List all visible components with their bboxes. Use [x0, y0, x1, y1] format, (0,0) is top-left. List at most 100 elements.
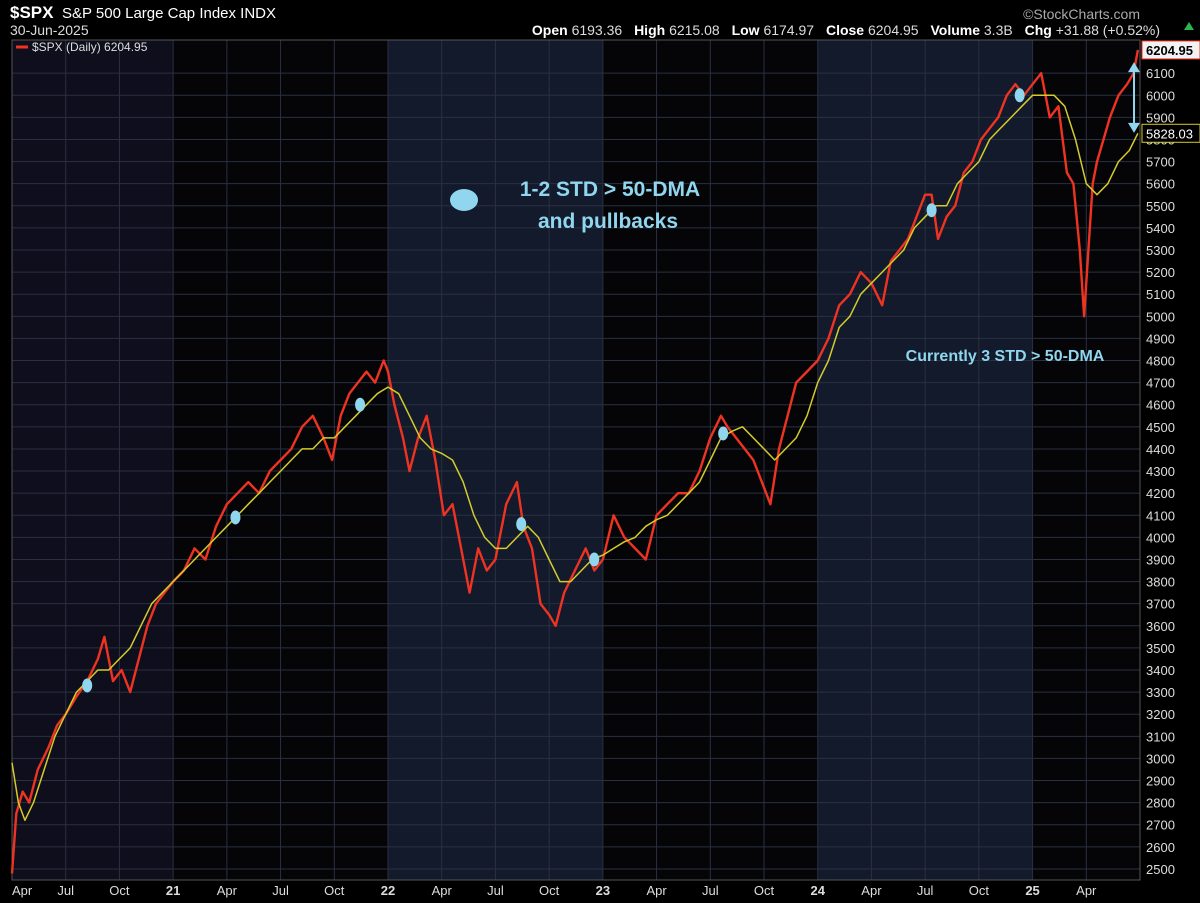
y-tick-label: 2500 [1146, 862, 1175, 877]
x-tick-label: Oct [324, 883, 345, 898]
y-tick-label: 3100 [1146, 729, 1175, 744]
std-marker [926, 203, 937, 218]
x-tick-label: 24 [810, 883, 825, 898]
x-tick-label: Jul [917, 883, 934, 898]
x-tick-label: Oct [754, 883, 775, 898]
annotation-legend-dot [450, 189, 478, 211]
std-marker [230, 510, 241, 525]
volume-label: Volume [930, 22, 980, 38]
close-value: 6204.95 [867, 22, 919, 38]
x-tick-label: Apr [12, 883, 33, 898]
y-tick-label: 3400 [1146, 663, 1175, 678]
open-value: 6193.36 [571, 22, 623, 38]
y-tick-label: 3500 [1146, 641, 1175, 656]
high-label: High [634, 22, 666, 38]
y-tick-label: 3200 [1146, 707, 1175, 722]
price-line [10, 49, 1140, 874]
annotation-title-line2: and pullbacks [538, 210, 678, 233]
chg-label: Chg [1024, 22, 1052, 38]
y-tick-label: 2800 [1146, 796, 1175, 811]
x-tick-label: 23 [596, 883, 610, 898]
x-tick-label: Jul [487, 883, 504, 898]
y-tick-label: 2900 [1146, 774, 1175, 789]
y-tick-label: 6100 [1146, 66, 1175, 81]
y-tick-label: 5700 [1146, 155, 1175, 170]
std-marker [1014, 88, 1025, 103]
std-arrow-head-up [1128, 62, 1140, 73]
x-tick-label: Oct [969, 883, 990, 898]
volume-value: 3.3B [983, 22, 1013, 38]
x-tick-label: 25 [1025, 883, 1039, 898]
symbol: $SPX [10, 3, 54, 22]
x-tick-label: Oct [539, 883, 560, 898]
y-tick-label: 5400 [1146, 221, 1175, 236]
low-label: Low [731, 22, 760, 38]
y-tick-label: 4800 [1146, 354, 1175, 369]
ma-label-box [1141, 123, 1200, 143]
y-tick-label: 4500 [1146, 420, 1175, 435]
y-tick-label: 3000 [1146, 751, 1175, 766]
chart-date: 30-Jun-2025 [10, 22, 89, 38]
annotation-title-line1: 1-2 STD > 50-DMA [520, 178, 700, 201]
x-tick-label: Jul [272, 883, 289, 898]
ma-50-line [11, 94, 1139, 822]
x-tick-label: Apr [861, 883, 882, 898]
std-marker [589, 552, 600, 567]
low-value: 6174.97 [763, 22, 815, 38]
open-label: Open [531, 22, 568, 38]
y-tick-label: 5200 [1146, 265, 1175, 280]
y-tick-label: 5600 [1146, 177, 1175, 192]
y-tick-label: 2700 [1146, 818, 1175, 833]
y-tick-label: 5100 [1146, 287, 1175, 302]
y-tick-label: 4700 [1146, 376, 1175, 391]
std-marker [516, 517, 527, 532]
y-tick-label: 5500 [1146, 199, 1175, 214]
y-tick-label: 3300 [1146, 685, 1175, 700]
price-label-box [1141, 40, 1200, 60]
x-tick-label: 22 [381, 883, 395, 898]
std-marker [82, 678, 93, 693]
y-tick-label: 2600 [1146, 840, 1175, 855]
y-tick-label: 4100 [1146, 508, 1175, 523]
legend-label: $SPX (Daily) 6204.95 [32, 40, 148, 54]
y-tick-label: 3600 [1146, 619, 1175, 634]
plot-border [11, 39, 1141, 881]
x-tick-label: Jul [57, 883, 74, 898]
y-tick-label: 3900 [1146, 552, 1175, 567]
chg-value: +31.88 (+0.52%) [1055, 22, 1160, 38]
y-tick-label: 3700 [1146, 597, 1175, 612]
x-tick-label: Oct [109, 883, 130, 898]
x-tick-label: Apr [1076, 883, 1097, 898]
x-tick-label: Jul [702, 883, 719, 898]
y-tick-label: 4200 [1146, 486, 1175, 501]
brand-watermark: ©StockCharts.com [1023, 6, 1140, 22]
year-band [12, 40, 174, 880]
x-tick-label: Apr [432, 883, 453, 898]
y-tick-label: 4300 [1146, 464, 1175, 479]
x-tick-label: Apr [646, 883, 667, 898]
y-tick-label: 5300 [1146, 243, 1175, 258]
ohlc-bar: Open 6193.36 High 6215.08 Low 6174.97 Cl… [524, 22, 1160, 38]
y-tick-label: 5000 [1146, 309, 1175, 324]
y-tick-label: 4900 [1146, 331, 1175, 346]
y-tick-label: 6000 [1146, 88, 1175, 103]
high-value: 6215.08 [669, 22, 720, 38]
std-marker [355, 397, 366, 412]
x-tick-label: Apr [217, 883, 238, 898]
ma-label: 5828.03 [1146, 126, 1193, 141]
price-label: 6204.95 [1146, 43, 1193, 58]
std-marker [718, 426, 729, 441]
x-tick-label: 21 [166, 883, 180, 898]
y-tick-label: 4600 [1146, 398, 1175, 413]
y-tick-label: 4400 [1146, 442, 1175, 457]
index-name: S&P 500 Large Cap Index INDX [62, 5, 277, 22]
y-tick-label: 3800 [1146, 575, 1175, 590]
std-arrow-head-down [1128, 122, 1140, 133]
annotation-currently: Currently 3 STD > 50-DMA [906, 348, 1105, 365]
close-label: Close [825, 22, 865, 38]
y-tick-label: 5900 [1146, 110, 1175, 125]
chg-up-icon [1184, 22, 1194, 30]
y-tick-label: 4000 [1146, 530, 1175, 545]
